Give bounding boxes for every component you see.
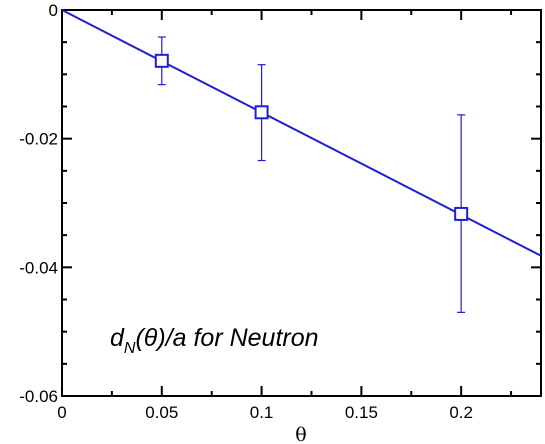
- data-point: [254, 64, 269, 162]
- annotation-rest: (θ)/a for Neutron: [135, 324, 318, 352]
- annotation-subscript: N: [124, 340, 136, 357]
- annotation-d: d: [110, 324, 125, 352]
- axis-ticks: [61, 9, 541, 397]
- chart-annotation: dN(θ)/a for Neutron: [110, 324, 319, 357]
- x-tick-label: 0.15: [345, 403, 378, 422]
- fit-line: [61, 9, 542, 257]
- axis-tick-labels: 0 0.05 0.1 0.15 0.2 0 -0.02 -0.04 -0.06: [19, 1, 473, 422]
- y-tick-label: -0.06: [19, 387, 58, 406]
- data-marks: [154, 36, 469, 313]
- square-marker: [154, 53, 169, 68]
- x-tick-label: 0.1: [250, 403, 274, 422]
- y-tick-label: -0.02: [19, 130, 58, 149]
- fit-line-group: [61, 9, 542, 257]
- square-marker: [454, 206, 469, 221]
- y-tick-label: -0.04: [19, 258, 58, 277]
- x-tick-label: 0: [57, 403, 66, 422]
- x-axis-title: θ: [295, 424, 306, 444]
- x-tick-label: 0.05: [145, 403, 178, 422]
- data-point: [454, 114, 469, 313]
- y-tick-label: 0: [49, 1, 58, 20]
- square-marker: [254, 105, 269, 120]
- x-tick-label: 0.2: [449, 403, 473, 422]
- data-point: [154, 36, 169, 86]
